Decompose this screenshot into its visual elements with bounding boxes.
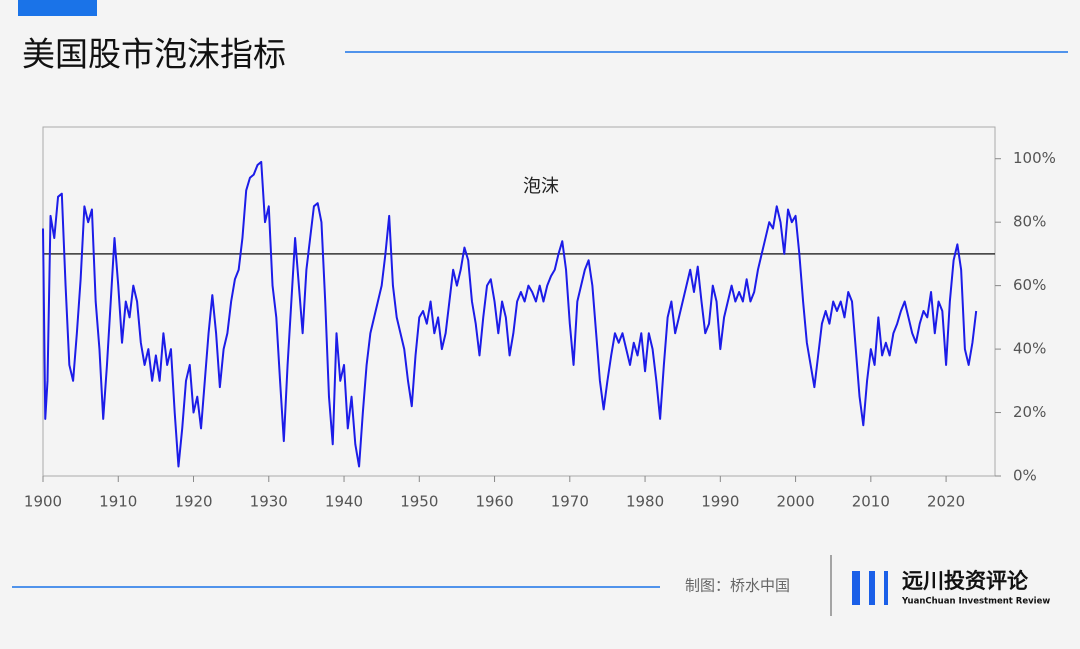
brand-en: YuanChuan Investment Review xyxy=(901,597,1050,607)
series-line xyxy=(42,160,978,468)
x-tick-label: 1950 xyxy=(400,493,438,511)
x-tick-label: 2000 xyxy=(776,493,814,511)
logo-bar xyxy=(852,571,860,605)
x-tick-label: 1980 xyxy=(626,493,664,511)
y-tick-label: 0% xyxy=(1013,467,1037,485)
y-tick-label: 100% xyxy=(1013,149,1056,167)
x-tick-label: 1920 xyxy=(174,493,212,511)
y-tick-label: 60% xyxy=(1013,276,1046,294)
x-tick-label: 2010 xyxy=(852,493,890,511)
x-tick-label: 1960 xyxy=(475,493,513,511)
header-accent xyxy=(18,0,97,16)
logo-bar xyxy=(884,571,888,605)
x-tick-label: 2020 xyxy=(927,493,965,511)
x-tick-label: 1940 xyxy=(325,493,363,511)
chart-title: 美国股市泡沫指标 xyxy=(22,35,286,74)
y-tick-label: 20% xyxy=(1013,403,1046,421)
brand: 远川投资评论 xyxy=(902,569,1029,593)
x-tick-label: 1990 xyxy=(701,493,739,511)
credit: 制图：桥水中国 xyxy=(685,577,790,595)
x-tick-label: 1900 xyxy=(24,493,62,511)
x-tick-label: 1910 xyxy=(99,493,137,511)
y-tick-label: 80% xyxy=(1013,213,1046,231)
annotation: 泡沫 xyxy=(523,176,559,197)
y-tick-label: 40% xyxy=(1013,340,1046,358)
logo-bar xyxy=(869,571,875,605)
x-tick-label: 1930 xyxy=(250,493,288,511)
x-tick-label: 1970 xyxy=(551,493,589,511)
